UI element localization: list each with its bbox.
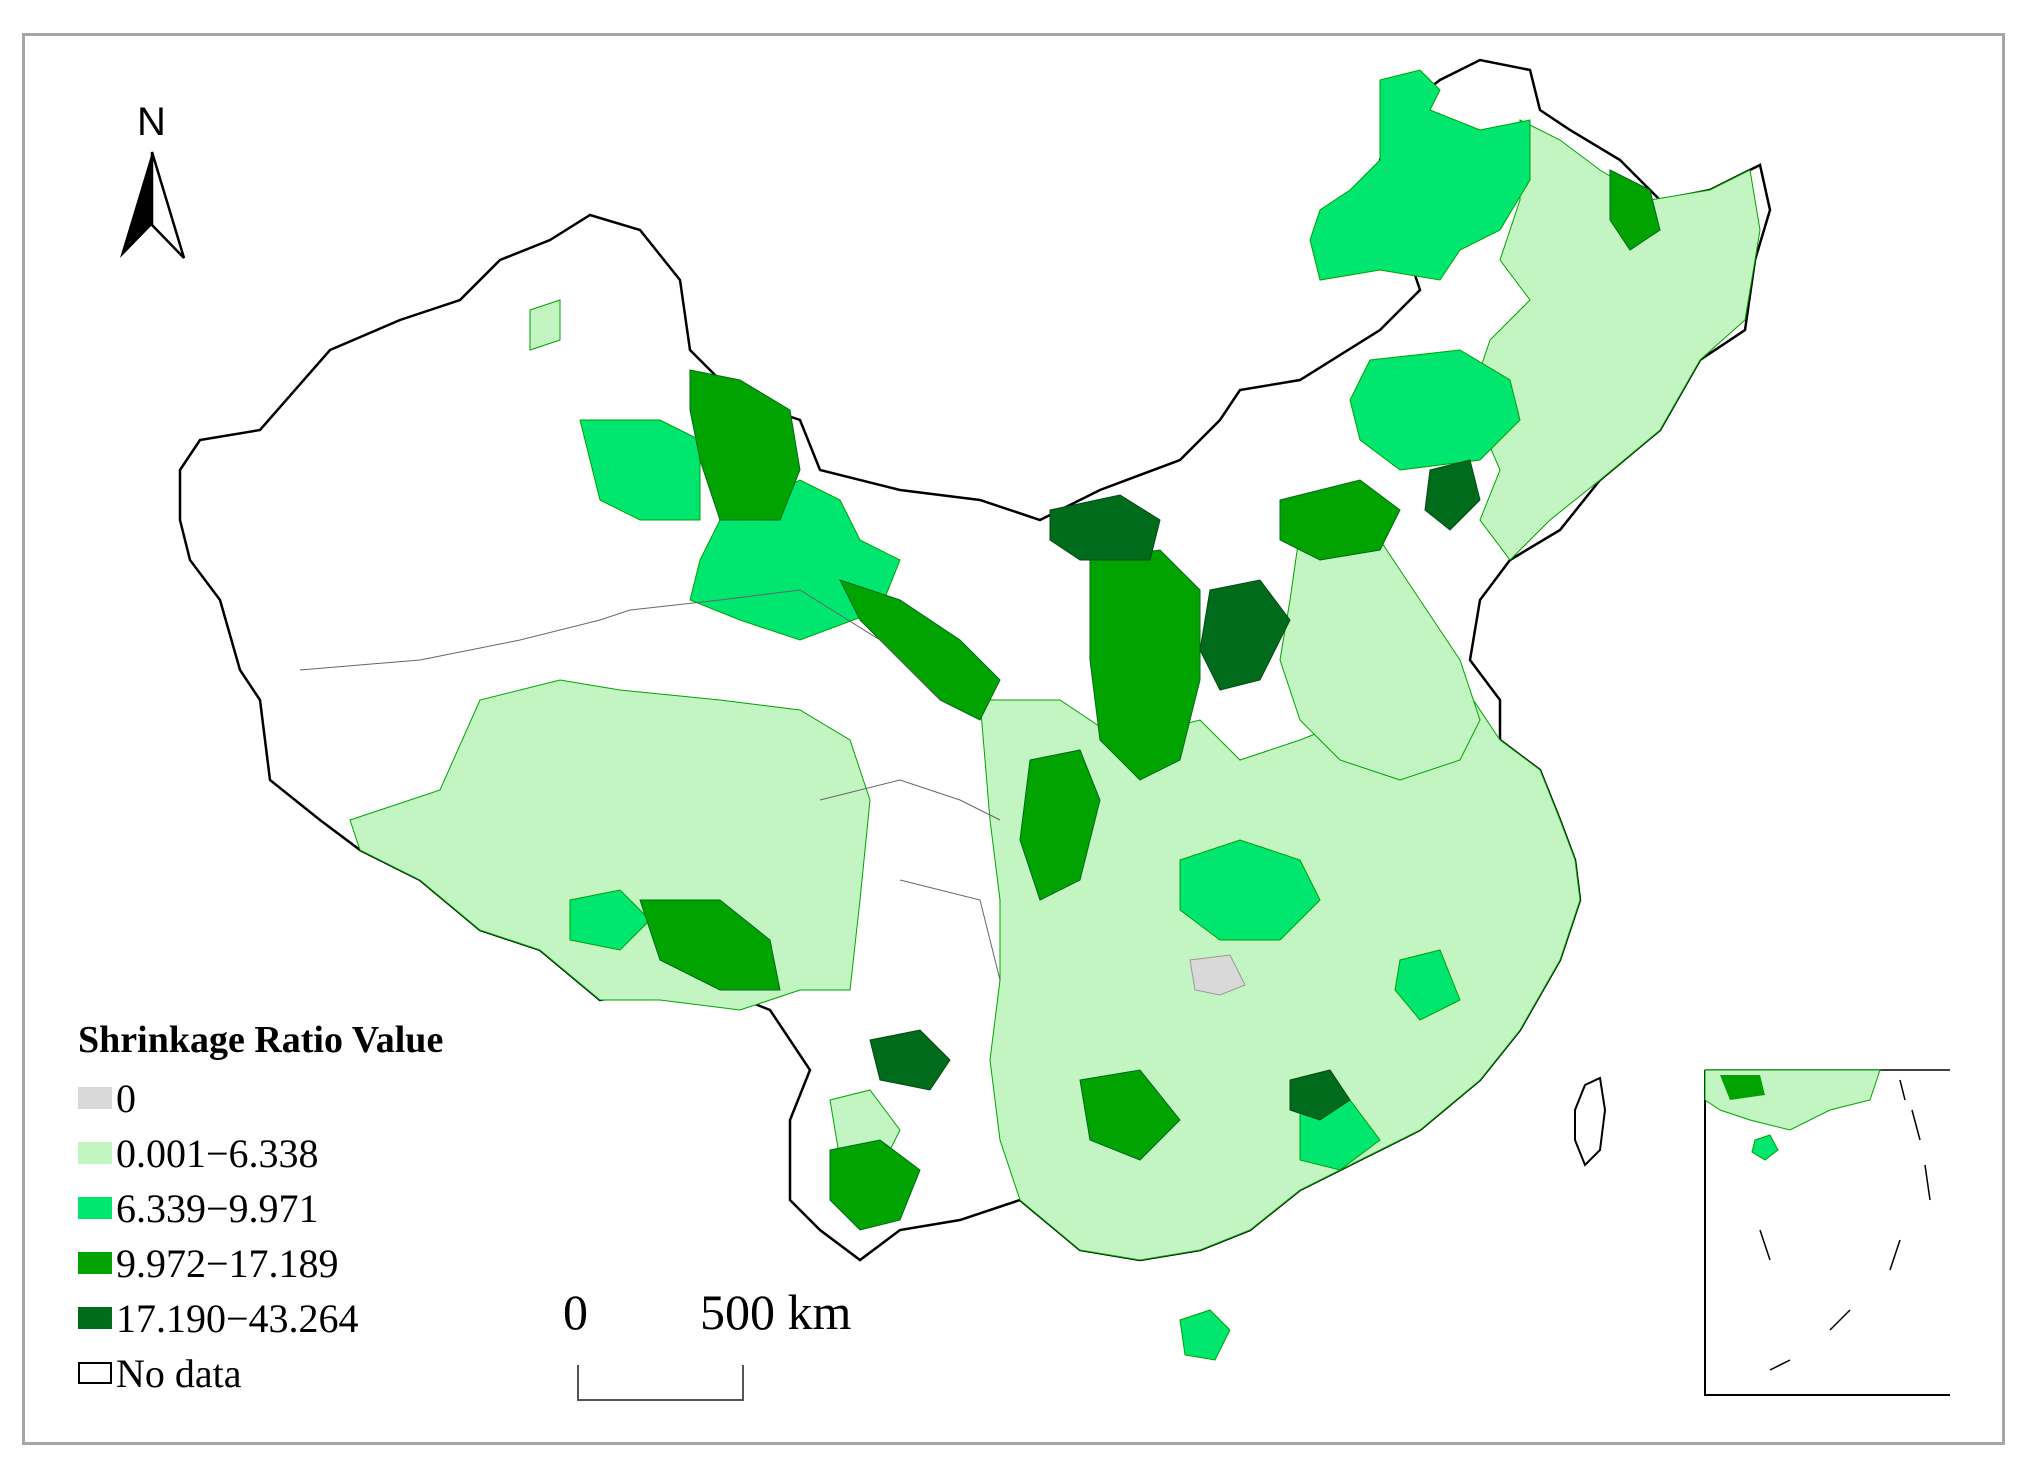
legend-swatch [78, 1142, 112, 1164]
north-label: N [137, 100, 166, 144]
south-china-sea-inset [1704, 1069, 1950, 1396]
region-zero-value [1189, 954, 1246, 996]
inset-dash-line [1759, 1079, 1931, 1371]
region-hunan-patch [1289, 1069, 1351, 1121]
legend-item-zero: 0 [78, 1075, 136, 1121]
legend-swatch [78, 1252, 112, 1274]
taiwan-outline [1574, 1076, 1607, 1167]
legend-swatch [78, 1307, 112, 1329]
region-xinjiang-tianshan [579, 419, 701, 521]
legend-item-no-data: No data [78, 1350, 242, 1396]
region-northeast [1469, 119, 1761, 561]
legend-swatch [78, 1197, 112, 1219]
region-xinjiang-north [689, 369, 801, 521]
class-dark-green-regions [869, 459, 1481, 1121]
legend-item-class3: 9.972−17.189 [78, 1240, 339, 1286]
legend-label: 9.972−17.189 [116, 1240, 339, 1286]
class-medium-green-regions [639, 169, 1661, 1231]
legend-item-class4: 17.190−43.264 [78, 1295, 359, 1341]
region-gansu-belt [839, 579, 1001, 721]
region-inner-mongolia-ne [1309, 69, 1531, 281]
region-jiangxi-patch [1394, 949, 1461, 1021]
legend-swatch [78, 1087, 112, 1109]
region-xinjiang-west [529, 299, 561, 351]
region-sichuan-patch [1019, 749, 1101, 901]
scale-end-label: 500 km [700, 1284, 852, 1340]
legend-item-class2: 6.339−9.971 [78, 1185, 319, 1231]
legend-label: No data [116, 1350, 242, 1396]
legend-swatch [78, 1362, 112, 1384]
region-tibet-east [639, 899, 781, 991]
region-yunnan-patch [829, 1139, 921, 1231]
inset-hainan [1751, 1134, 1779, 1161]
region-north-china-plain [1279, 529, 1481, 781]
inset-patch [1720, 1075, 1765, 1100]
region-shanxi [1199, 579, 1291, 691]
region-qinghai-patch [569, 889, 651, 951]
region-hainan [1179, 1309, 1231, 1361]
scale-start-label: 0 [563, 1284, 588, 1340]
scale-bar [577, 1365, 744, 1401]
legend-title: Shrinkage Ratio Value [78, 1019, 444, 1061]
class-bright-green-regions [569, 69, 1531, 1361]
region-guangxi-patch [1079, 1069, 1181, 1161]
legend-label: 17.190−43.264 [116, 1295, 359, 1341]
region-northeast-patch [1609, 169, 1661, 251]
region-shaanxi [1089, 549, 1201, 781]
region-hubei-patch [1179, 839, 1321, 941]
region-inner-mongolia-west [1049, 494, 1161, 561]
north-arrow-icon [120, 151, 186, 259]
region-yunnan-west [869, 1029, 951, 1091]
region-hebei-patch [1279, 479, 1401, 561]
legend-label: 0.001−6.338 [116, 1130, 319, 1176]
legend-label: 0 [116, 1075, 136, 1121]
internal-boundaries [299, 589, 1001, 981]
region-liaoning-patch [1424, 459, 1481, 531]
legend-label: 6.339−9.971 [116, 1185, 319, 1231]
legend-item-class1: 0.001−6.338 [78, 1130, 319, 1176]
region-beijing-area [1349, 349, 1521, 471]
